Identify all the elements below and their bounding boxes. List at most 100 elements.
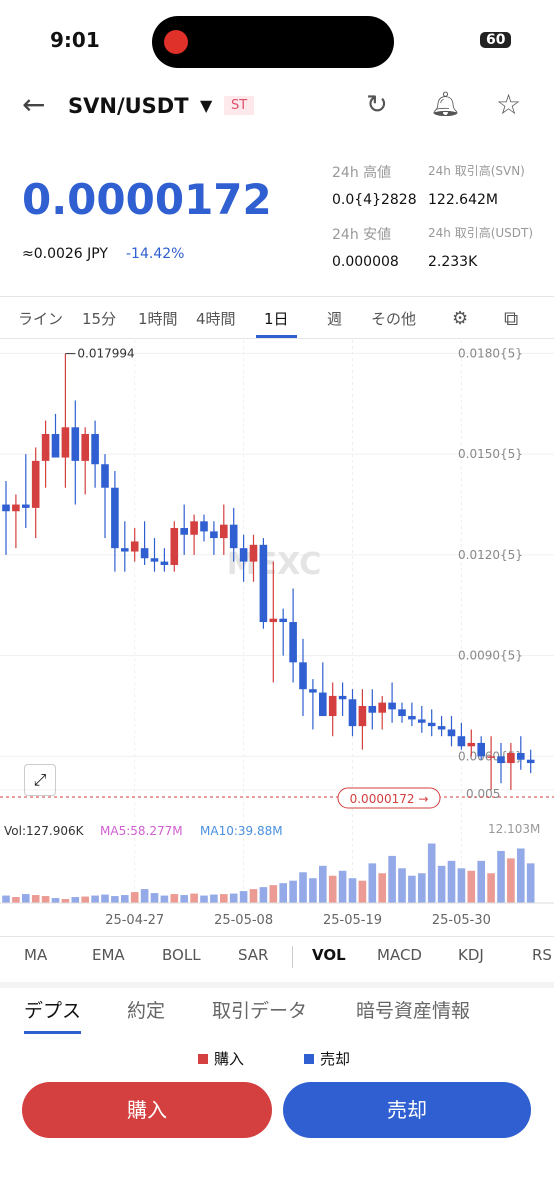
dropdown-arrow[interactable]: ▼ bbox=[200, 96, 213, 115]
volume-info: Vol:127.906K bbox=[4, 824, 85, 838]
candle-body bbox=[289, 622, 297, 663]
interval-tab[interactable]: その他 bbox=[371, 310, 417, 328]
indicator-tab[interactable]: MACD bbox=[377, 946, 422, 964]
clock: 9:01 bbox=[50, 28, 100, 52]
volume-bar bbox=[200, 895, 208, 903]
volume-bar bbox=[41, 896, 50, 903]
volume-bar bbox=[289, 880, 297, 903]
sell-button[interactable]: 売却 bbox=[283, 1082, 531, 1138]
y-tick-label: 0.005 bbox=[466, 787, 500, 801]
volume-bar bbox=[437, 865, 446, 903]
separator bbox=[292, 946, 293, 968]
stat-value: 0.0{4}2828 bbox=[332, 192, 417, 208]
candle-body bbox=[160, 561, 169, 565]
indicator-tab[interactable]: RS bbox=[532, 946, 552, 964]
divider bbox=[0, 296, 554, 297]
indicator-tab[interactable]: SAR bbox=[238, 946, 269, 964]
stat-value: 0.000008 bbox=[332, 254, 399, 270]
volume-bar bbox=[477, 860, 485, 903]
price-tag-box bbox=[337, 787, 441, 809]
candle-body bbox=[210, 531, 218, 539]
candle-body bbox=[249, 544, 258, 562]
volume-bar bbox=[130, 892, 139, 903]
candle-body bbox=[378, 702, 386, 713]
divider bbox=[0, 936, 554, 937]
detail-tab[interactable]: 取引データ bbox=[212, 1000, 308, 1022]
indicator-tab[interactable]: KDJ bbox=[458, 946, 484, 964]
candle-body bbox=[121, 548, 129, 552]
volume-bar bbox=[81, 896, 89, 903]
indicator-tab[interactable]: BOLL bbox=[162, 946, 201, 964]
interval-tab[interactable]: 15分 bbox=[82, 310, 117, 328]
volume-bar bbox=[220, 894, 228, 903]
settings-icon[interactable]: ⚙ bbox=[452, 308, 469, 329]
volume-bar bbox=[91, 895, 99, 903]
candle-body bbox=[497, 756, 505, 764]
interval-tab[interactable]: 1時間 bbox=[138, 310, 178, 328]
candle-body bbox=[150, 558, 159, 562]
interval-tab[interactable]: 週 bbox=[327, 310, 343, 328]
volume-bar bbox=[239, 891, 248, 903]
legend-sell: 売却 bbox=[304, 1048, 350, 1069]
interval-tab[interactable]: ライン bbox=[18, 310, 64, 328]
volume-bar bbox=[140, 889, 149, 903]
detail-tab[interactable]: 約定 bbox=[127, 1000, 166, 1022]
pair-name[interactable]: SVN/USDT bbox=[68, 94, 189, 118]
volume-bar bbox=[269, 885, 278, 903]
candle-body bbox=[408, 716, 416, 720]
volume-bar bbox=[31, 895, 40, 903]
indicator-tab[interactable]: VOL bbox=[312, 946, 346, 964]
volume-bar bbox=[526, 863, 535, 903]
candle-body bbox=[348, 699, 357, 727]
candle-body bbox=[398, 709, 406, 717]
x-tick-label: 25-05-08 bbox=[214, 913, 273, 928]
volume-bar bbox=[378, 873, 386, 903]
candle-body bbox=[130, 541, 139, 552]
candle-body bbox=[22, 504, 30, 508]
volume-bar bbox=[319, 865, 327, 903]
stat-value: 122.642M bbox=[428, 192, 498, 208]
back-button[interactable]: ← bbox=[22, 88, 46, 121]
volume-bar bbox=[338, 870, 347, 903]
volume-bar bbox=[229, 893, 238, 903]
volume-bar bbox=[121, 895, 129, 903]
st-tag: ST bbox=[224, 96, 255, 115]
candle-body bbox=[12, 504, 20, 512]
bell-icon[interactable]: 🔔︎ bbox=[430, 90, 461, 118]
volume-bar bbox=[507, 858, 515, 903]
interval-tab[interactable]: 4時間 bbox=[196, 310, 236, 328]
copy-icon[interactable]: ⧉ bbox=[504, 306, 519, 330]
last-price: 0.0000172 bbox=[22, 175, 272, 224]
candle-body bbox=[31, 460, 40, 508]
buy-button[interactable]: 購入 bbox=[22, 1082, 272, 1138]
candle-body bbox=[487, 756, 495, 758]
battery: 60 bbox=[480, 32, 512, 48]
candle-body bbox=[437, 726, 446, 730]
volume-bar bbox=[487, 873, 495, 903]
share-icon[interactable]: ↻ bbox=[366, 90, 388, 120]
detail-tab[interactable]: 暗号資産情報 bbox=[356, 1000, 471, 1022]
volume-bar bbox=[180, 895, 188, 903]
candle-body bbox=[41, 434, 50, 461]
volume-bar bbox=[101, 894, 109, 903]
legend-text: 売却 bbox=[320, 1050, 351, 1068]
detail-tabs: デプス 約定 取引データ 暗号資産情報 bbox=[0, 996, 554, 1036]
dynamic-island bbox=[152, 16, 394, 68]
volume-bar bbox=[408, 875, 416, 903]
candle-body bbox=[170, 528, 179, 565]
star-icon[interactable]: ☆ bbox=[496, 88, 522, 121]
expand-button[interactable]: ⤢ bbox=[24, 764, 56, 796]
interval-tab[interactable]: 1日 bbox=[256, 308, 297, 338]
volume-bar bbox=[517, 848, 525, 903]
candle-body bbox=[239, 548, 248, 562]
chart: 25-04-27 25-05-08 25-05-19 25-05-30 0.0180{5… bbox=[0, 340, 554, 928]
candle-body bbox=[309, 689, 317, 693]
indicator-tab[interactable]: EMA bbox=[92, 946, 125, 964]
indicator-tab[interactable]: MA bbox=[24, 946, 48, 964]
stat-label: 24h 高値 bbox=[332, 165, 392, 181]
detail-tab[interactable]: デプス bbox=[24, 996, 82, 1034]
candle-body bbox=[101, 464, 109, 488]
y-tick-label: 0.0120{5} bbox=[458, 548, 523, 562]
candle-body bbox=[111, 487, 119, 549]
